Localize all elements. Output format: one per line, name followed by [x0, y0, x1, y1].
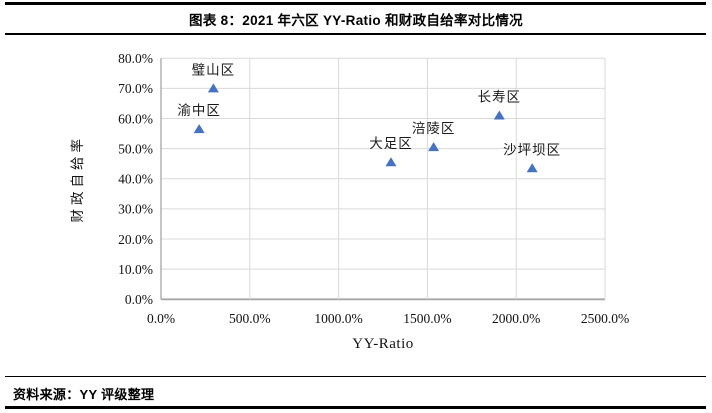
- data-point-label: 涪陵区: [412, 121, 456, 136]
- x-tick-label: 1500.0%: [403, 311, 451, 326]
- y-tick-label: 10.0%: [118, 262, 153, 277]
- y-tick-label: 50.0%: [118, 141, 153, 156]
- data-point-label: 璧山区: [192, 61, 236, 77]
- chart-title: 图表 8：2021 年六区 YY-Ratio 和财政自给率对比情况: [189, 13, 523, 28]
- title-divider: [5, 33, 706, 35]
- x-tick-label: 500.0%: [229, 311, 271, 326]
- x-tick-label: 2500.0%: [581, 311, 629, 326]
- footer-divider: [5, 375, 706, 377]
- data-point-marker: [207, 83, 219, 93]
- x-axis-title: YY-Ratio: [352, 336, 414, 352]
- data-point-label: 渝中区: [177, 103, 221, 118]
- data-point-label: 长寿区: [478, 89, 522, 105]
- x-tick-label: 2000.0%: [492, 311, 540, 326]
- x-tick-label: 0.0%: [147, 311, 175, 326]
- y-tick-label: 0.0%: [125, 292, 153, 307]
- y-tick-label: 40.0%: [118, 172, 153, 187]
- y-tick-label: 20.0%: [118, 232, 153, 247]
- bottom-rule: [5, 406, 706, 409]
- data-point-marker: [526, 163, 538, 173]
- y-axis-title: 财政自给率: [69, 135, 85, 223]
- source-note: 资料来源：YY 评级整理: [13, 387, 155, 402]
- x-tick-label: 1000.0%: [314, 311, 362, 326]
- data-point-label: 大足区: [369, 136, 413, 151]
- data-point-marker: [385, 157, 397, 167]
- y-tick-label: 30.0%: [118, 202, 153, 217]
- y-tick-label: 80.0%: [118, 51, 153, 66]
- data-point-marker: [428, 142, 440, 152]
- top-rule: [5, 2, 706, 5]
- data-point-marker: [193, 124, 205, 134]
- y-tick-label: 60.0%: [118, 111, 153, 126]
- data-point-label: 沙坪坝区: [503, 142, 561, 157]
- data-point-marker: [493, 110, 505, 120]
- y-tick-label: 70.0%: [118, 81, 153, 96]
